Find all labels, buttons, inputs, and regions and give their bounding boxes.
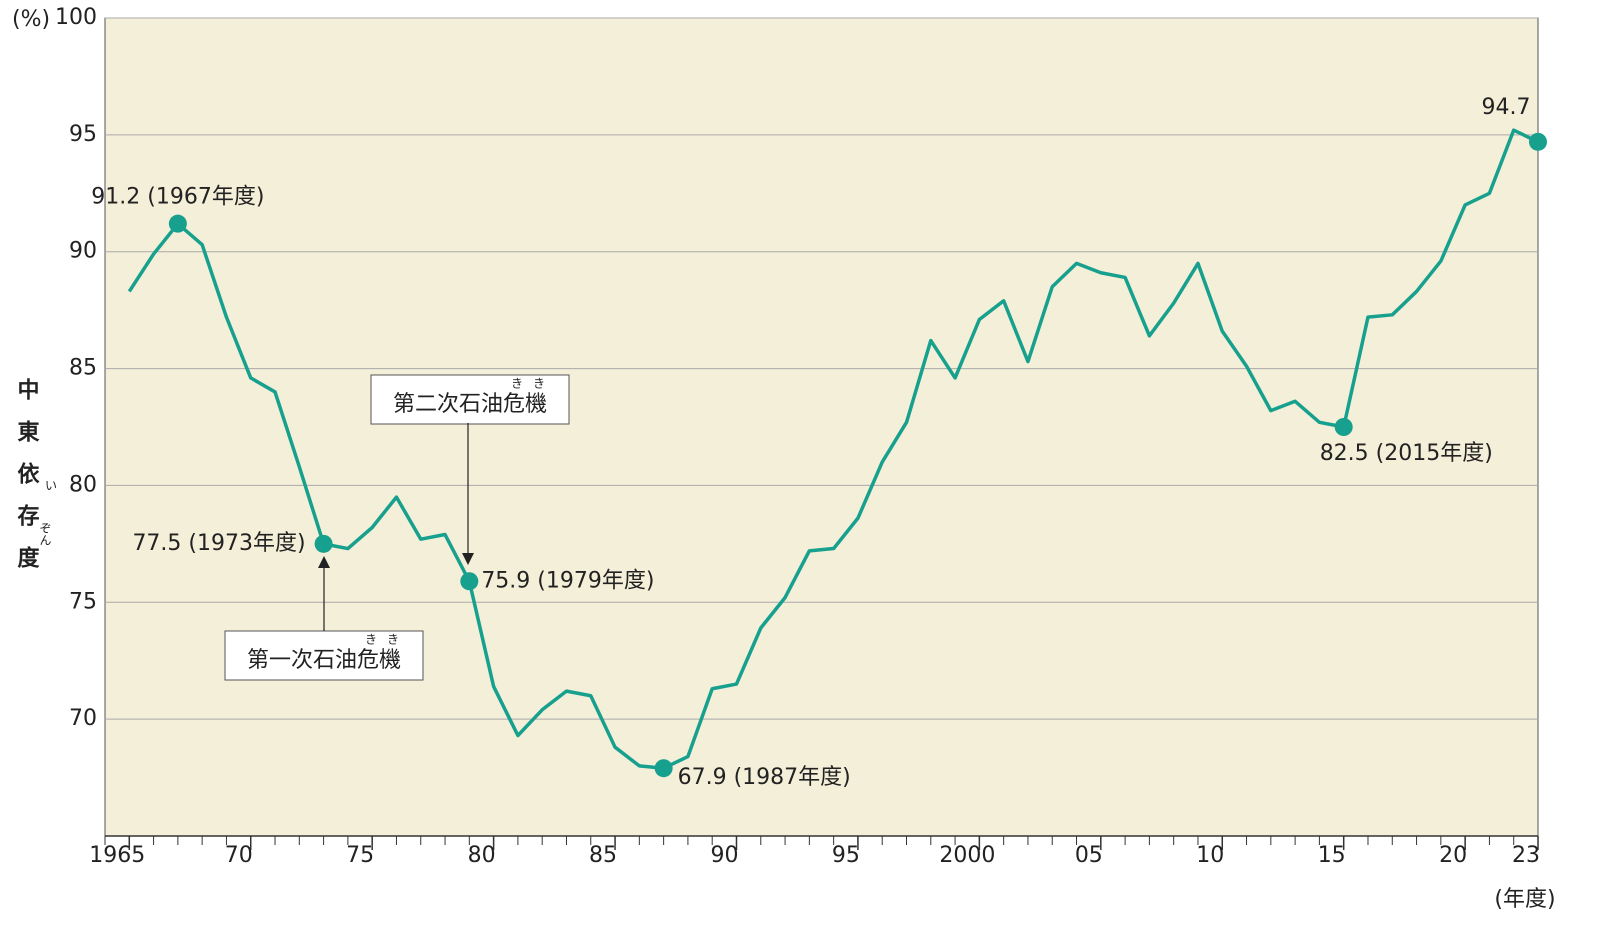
event-ruby: き bbox=[365, 633, 377, 647]
event-box bbox=[370, 374, 570, 425]
labeled-point bbox=[1529, 132, 1547, 151]
x-tick-label: 20 bbox=[1439, 843, 1467, 868]
event-label: 第一次石油危機 bbox=[247, 648, 401, 673]
data-label: 77.5 (1973年度) bbox=[132, 531, 305, 556]
data-label: 75.9 (1979年度) bbox=[481, 568, 654, 593]
x-tick-label: 2000 bbox=[939, 843, 995, 868]
series-line bbox=[127, 128, 1539, 770]
x-tick-label: 95 bbox=[832, 843, 860, 868]
x-unit: (年度) bbox=[1494, 887, 1555, 912]
x-tick-label: 10 bbox=[1196, 843, 1224, 868]
y-axis-label: 中東依存度 bbox=[14, 378, 40, 588]
labeled-point bbox=[168, 214, 187, 233]
plot-area bbox=[104, 17, 1539, 837]
y-tick-label: 95 bbox=[69, 122, 97, 147]
x-tick-label: 90 bbox=[710, 843, 738, 868]
y-tick-label: 85 bbox=[69, 356, 97, 381]
event-box bbox=[224, 630, 424, 681]
x-tick-label: 05 bbox=[1075, 843, 1103, 868]
x-tick-label: 85 bbox=[589, 843, 617, 868]
y-tick-label: 90 bbox=[69, 239, 97, 264]
event-arrowhead bbox=[318, 556, 330, 568]
labeled-point bbox=[654, 759, 673, 778]
x-tick-label: 1965 bbox=[89, 843, 145, 868]
labeled-point bbox=[460, 572, 479, 591]
y-tick-label: 75 bbox=[69, 589, 97, 614]
y-tick-label: 100 bbox=[55, 5, 97, 30]
y-tick-label: 70 bbox=[69, 706, 97, 731]
x-tick-label: 70 bbox=[225, 843, 253, 868]
labeled-point bbox=[1334, 418, 1353, 436]
event-ruby: き bbox=[387, 633, 399, 647]
event-arrowhead bbox=[462, 553, 474, 565]
labeled-point bbox=[314, 534, 333, 553]
data-label: 67.9 (1987年度) bbox=[678, 765, 851, 790]
x-tick-label: 23 bbox=[1512, 843, 1540, 868]
data-label: 94.7 bbox=[1482, 95, 1531, 120]
x-tick-label: 80 bbox=[468, 843, 496, 868]
x-tick-label: 15 bbox=[1318, 843, 1346, 868]
y-label-ruby: い bbox=[45, 479, 57, 493]
data-label: 82.5 (2015年度) bbox=[1320, 441, 1493, 466]
y-tick-label: 80 bbox=[69, 472, 97, 497]
data-label: 91.2 (1967年度) bbox=[91, 185, 264, 210]
event-label: 第二次石油危機 bbox=[393, 392, 547, 417]
event-ruby: き bbox=[511, 377, 523, 391]
event-ruby: き bbox=[533, 377, 545, 391]
y-label-ruby: ぞん bbox=[38, 522, 52, 546]
x-tick-label: 75 bbox=[346, 843, 374, 868]
y-unit: (%) bbox=[12, 7, 50, 32]
